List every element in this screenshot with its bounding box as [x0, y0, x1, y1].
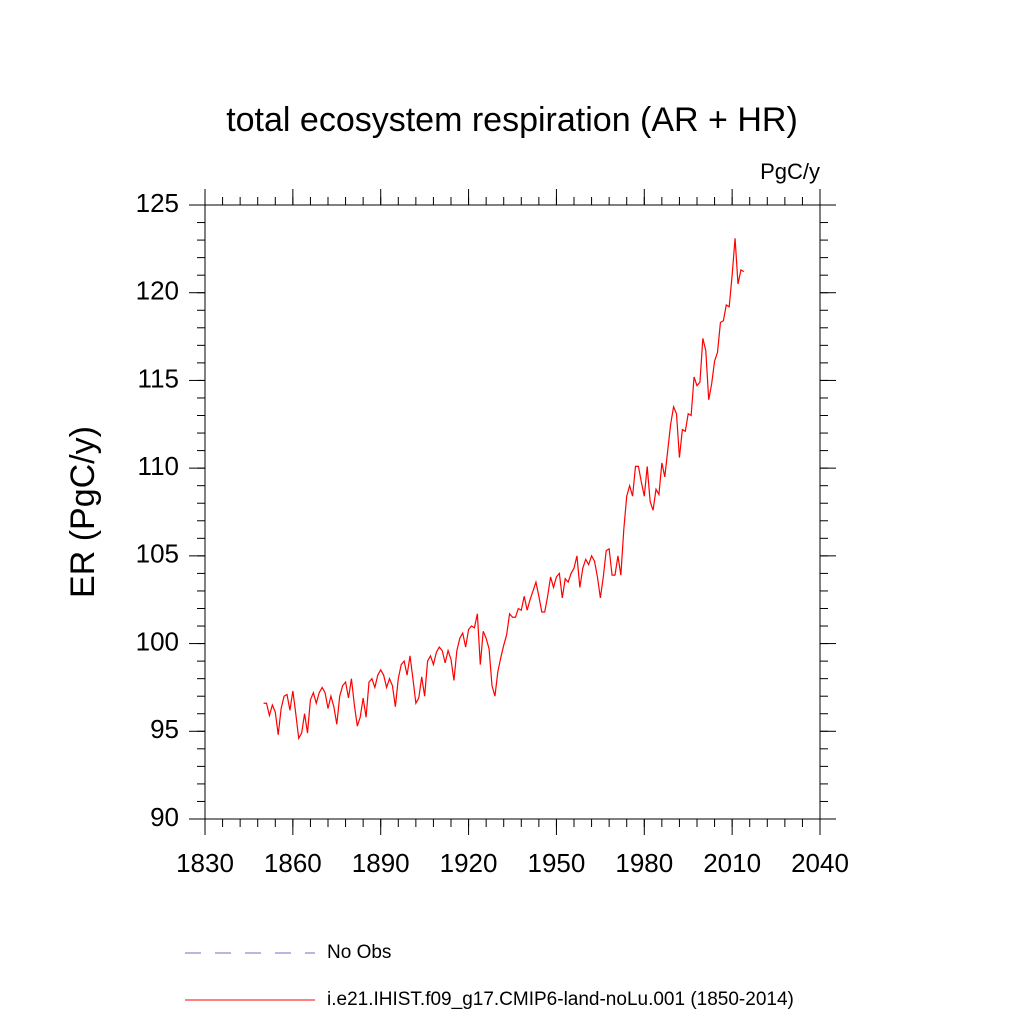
legend-label: No Obs [327, 942, 391, 963]
y-tick-label: 105 [136, 539, 179, 569]
x-tick-label: 1920 [440, 848, 498, 878]
y-tick-label: 110 [138, 451, 179, 481]
data-line [263, 238, 745, 741]
y-tick-label: 120 [136, 276, 179, 306]
plot-frame [204, 204, 821, 820]
x-tick-label: 1830 [176, 848, 234, 878]
x-tick-label: 2010 [703, 848, 761, 878]
y-tick-label: 115 [138, 363, 179, 393]
units-label: PgC/y [760, 159, 820, 184]
x-tick-label: 2040 [791, 848, 849, 878]
x-tick-label: 1950 [528, 848, 586, 878]
x-tick-label: 1890 [352, 848, 410, 878]
x-tick-label: 1980 [615, 848, 673, 878]
y-tick-label: 100 [136, 626, 179, 656]
x-tick-label: 1860 [264, 848, 322, 878]
y-tick-label: 90 [150, 802, 179, 832]
chart-title: total ecosystem respiration (AR + HR) [226, 101, 798, 139]
y-axis-label: ER (PgC/y) [64, 426, 102, 598]
y-tick-label: 125 [136, 188, 179, 218]
y-tick-label: 95 [150, 714, 179, 744]
legend-label: i.e21.IHIST.f09_g17.CMIP6-land-noLu.001 … [327, 989, 794, 1010]
